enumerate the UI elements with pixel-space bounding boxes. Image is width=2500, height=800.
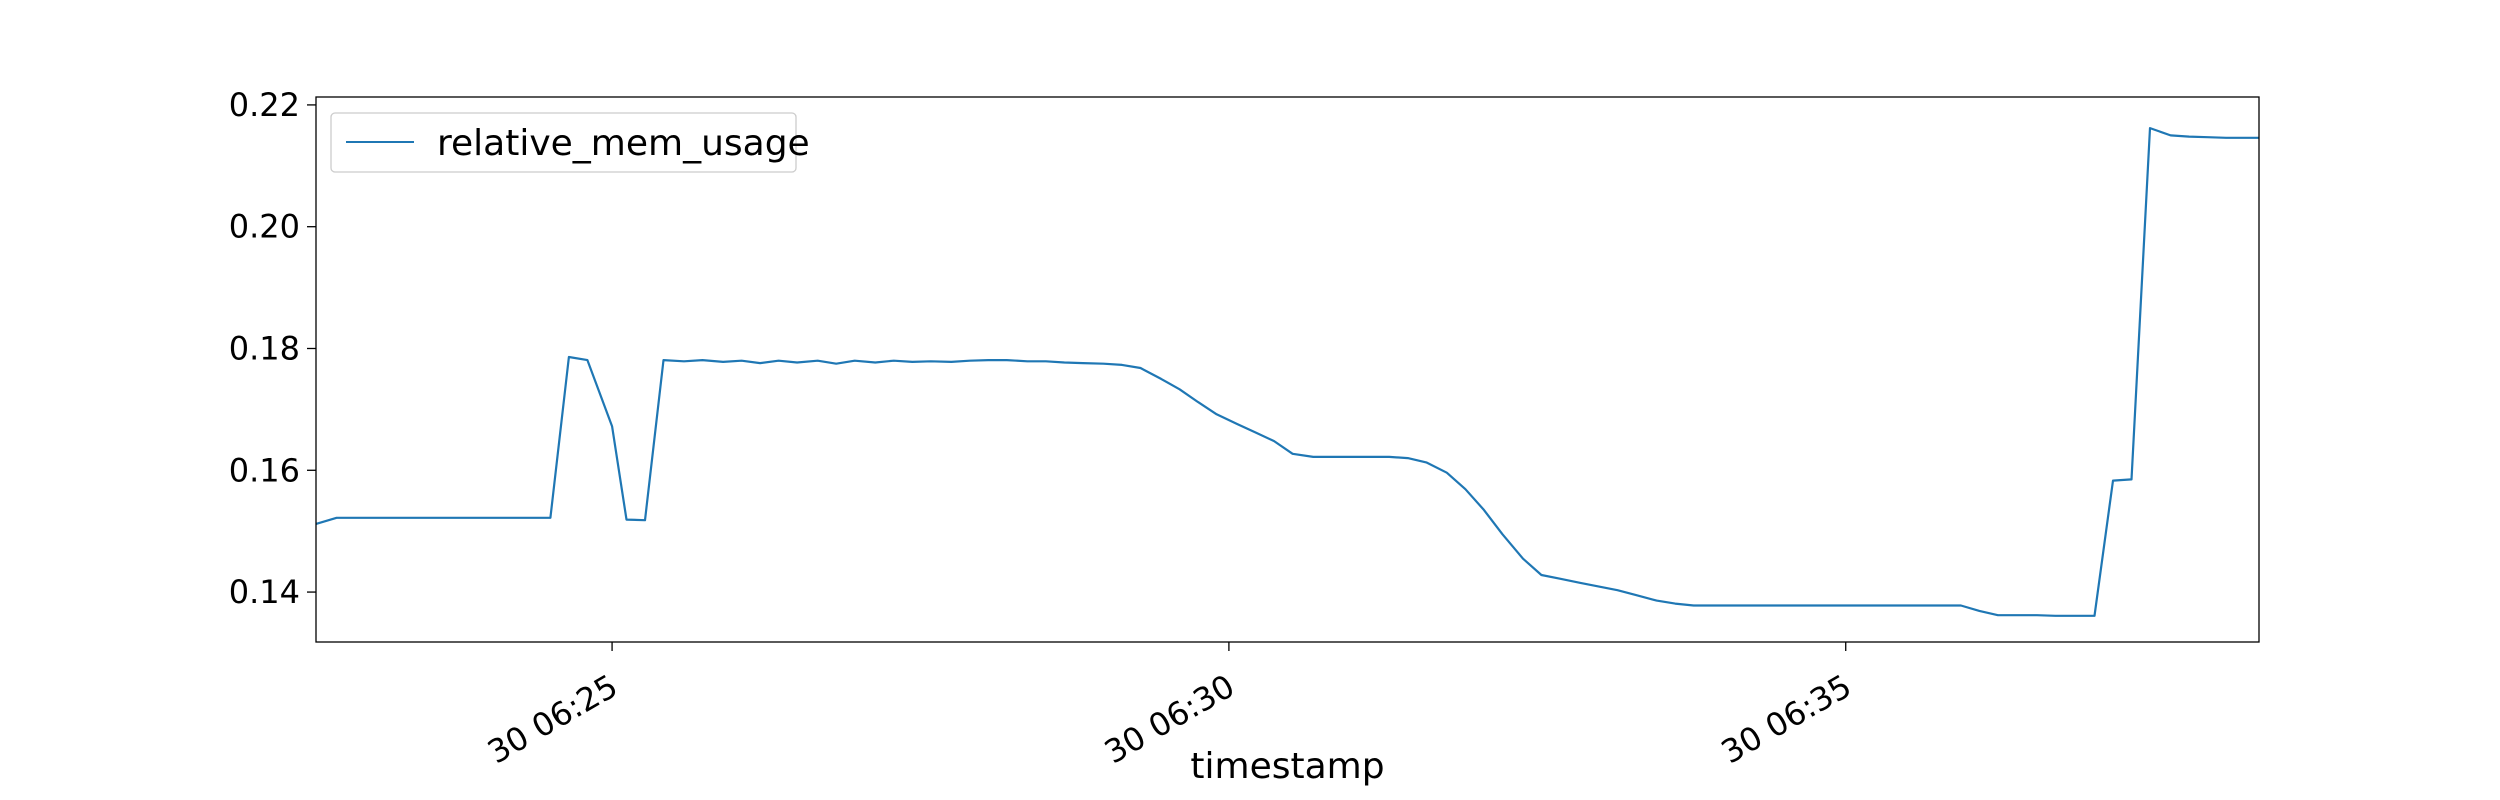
legend-box: [330, 112, 797, 173]
x-tick-label: 30 06:25: [481, 667, 624, 771]
y-axis: 0.14 0.16 0.18 0.20 0.22: [229, 86, 316, 611]
legend-label-relative_mem_usage: relative_mem_usage: [437, 123, 810, 164]
series-layer: [315, 127, 2259, 617]
x-axis-label: timestamp: [1190, 746, 1384, 787]
x-axis: 30 06:25 30 06:30 30 06:35: [481, 642, 1858, 771]
y-tick-label: 0.16: [229, 451, 300, 489]
y-tick-label: 0.18: [229, 329, 300, 367]
legend: relative_mem_usage: [330, 112, 810, 173]
x-tick-label: 30 06:35: [1715, 667, 1858, 771]
series-line-relative_mem_usage: [315, 127, 2259, 617]
axes-frame: [315, 96, 2260, 643]
y-tick-label: 0.22: [229, 86, 300, 124]
y-tick-label: 0.14: [229, 573, 300, 611]
y-tick-label: 0.20: [229, 208, 300, 246]
